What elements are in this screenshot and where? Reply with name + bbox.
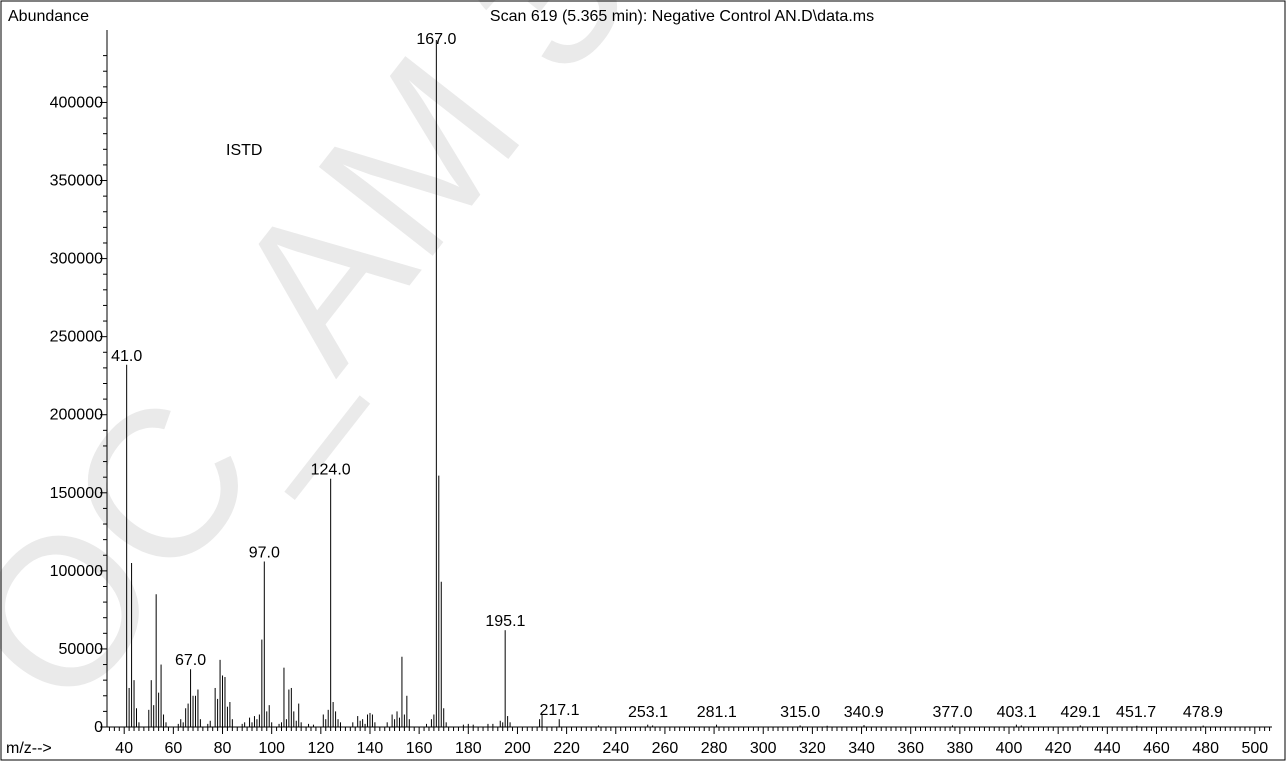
y-tick-label: 150000 xyxy=(50,485,103,502)
peak-label: 124.0 xyxy=(311,462,351,479)
x-tick-label: 280 xyxy=(701,740,728,757)
x-tick-label: 340 xyxy=(848,740,875,757)
x-tick-label: 220 xyxy=(553,740,580,757)
x-tick-label: 320 xyxy=(799,740,826,757)
peak-label: 41.0 xyxy=(111,348,142,365)
peak-label: 253.1 xyxy=(628,704,668,721)
peak-label: 403.1 xyxy=(997,704,1037,721)
peak-label: 377.0 xyxy=(932,704,972,721)
peak-label: 429.1 xyxy=(1061,704,1101,721)
y-tick-label: 400000 xyxy=(50,94,103,111)
peak-label: 281.1 xyxy=(697,704,737,721)
axes: 40 60 80 100 120 140 160 180 200 220 240 260 280 300 3… xyxy=(50,30,1272,757)
peak-label: 97.0 xyxy=(249,544,280,561)
istd-annotation: ISTD xyxy=(226,142,262,159)
x-axis-label: m/z--> xyxy=(6,740,52,757)
peak-label: 451.7 xyxy=(1116,704,1156,721)
x-tick-label: 100 xyxy=(258,740,285,757)
x-tick-label: 380 xyxy=(947,740,974,757)
chart-title: Scan 619 (5.365 min): Negative Control A… xyxy=(490,8,874,25)
x-tick-label: 360 xyxy=(897,740,924,757)
x-tick-label: 140 xyxy=(357,740,384,757)
x-tick-label: 200 xyxy=(504,740,531,757)
x-tick-label: 420 xyxy=(1045,740,1072,757)
x-tick-label: 80 xyxy=(214,740,232,757)
y-tick-label: 200000 xyxy=(50,407,103,424)
y-axis-label: Abundance xyxy=(8,8,89,25)
x-tick-label: 300 xyxy=(750,740,777,757)
x-tick-label: 500 xyxy=(1241,740,1268,757)
x-tick-label: 480 xyxy=(1192,740,1219,757)
x-tick-label: 400 xyxy=(996,740,1023,757)
x-tick-label: 40 xyxy=(115,740,133,757)
peak-label: 478.9 xyxy=(1183,704,1223,721)
x-tick-label: 260 xyxy=(652,740,679,757)
x-tick-label: 160 xyxy=(406,740,433,757)
x-tick-label: 440 xyxy=(1094,740,1121,757)
y-tick-label: 0 xyxy=(94,719,103,736)
y-tick-label: 100000 xyxy=(50,563,103,580)
peak-labels: 41.0 67.0 97.0 124.0 167.0 195.1 217.1 253.1 281… xyxy=(111,31,1223,721)
watermark-text: OC_AM 3.6.2 xyxy=(0,0,889,748)
spectrum-peaks xyxy=(126,40,1204,727)
peak-label: 315.0 xyxy=(780,704,820,721)
peak-label: 340.9 xyxy=(844,704,884,721)
x-tick-label: 120 xyxy=(307,740,334,757)
x-tick-label: 60 xyxy=(164,740,182,757)
x-tick-label: 460 xyxy=(1143,740,1170,757)
peak-label: 195.1 xyxy=(485,613,525,630)
x-tick-label: 180 xyxy=(455,740,482,757)
y-tick-label: 350000 xyxy=(50,173,103,190)
peak-label: 217.1 xyxy=(539,702,579,719)
x-tick-label: 240 xyxy=(602,740,629,757)
y-tick-label: 300000 xyxy=(50,251,103,268)
y-tick-label: 250000 xyxy=(50,329,103,346)
peak-label: 67.0 xyxy=(175,652,206,669)
y-tick-label: 50000 xyxy=(59,641,104,658)
peak-label: 167.0 xyxy=(416,31,456,48)
